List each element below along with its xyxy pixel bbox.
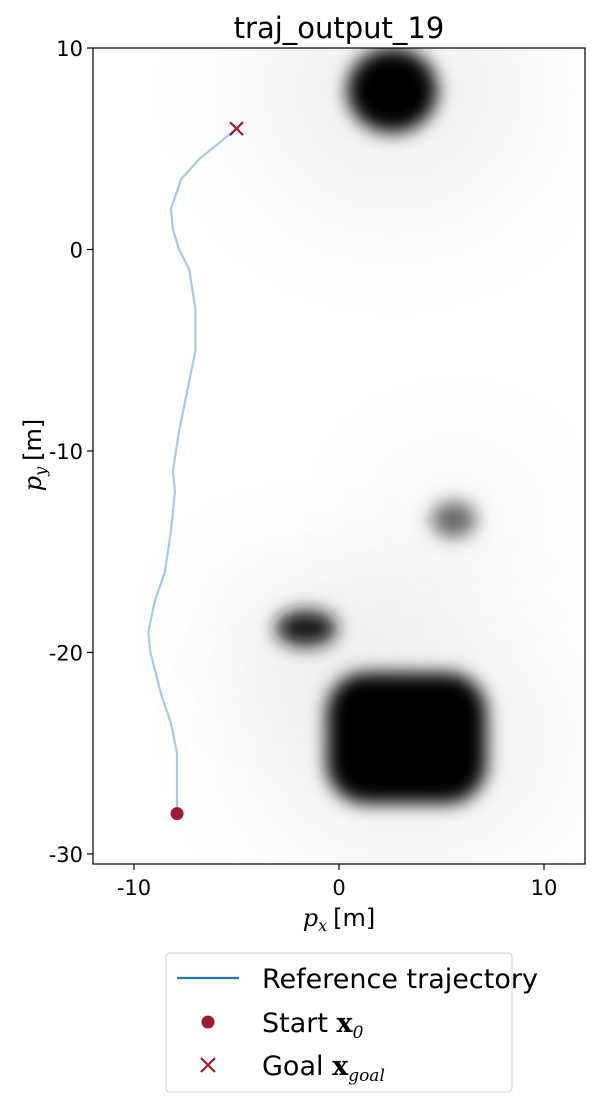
reference-trajectory-line [147,127,238,814]
x-tick-label: -10 [117,876,151,900]
obstacle [275,610,337,647]
x-tick-label: 0 [332,876,345,900]
obstacle-layer [275,48,487,804]
x-axis-label-sub: x [318,916,327,935]
legend-label: Reference trajectory [262,964,538,995]
y-axis-label-sub: y [31,466,50,477]
y-tick-label: -20 [49,641,83,665]
y-tick-label: -10 [49,440,83,464]
start-marker [170,807,184,821]
x-axis-label-var: p [303,904,318,932]
tick-layer: -10 0 10 10 0 -10 -20 -30 [49,37,558,900]
legend-frame [165,952,513,1093]
y-axis-label-unit: [m] [19,419,47,461]
plot-area [147,48,567,864]
obstacle [347,48,438,133]
goal-marker [229,121,244,136]
x-tick-label: 10 [531,876,558,900]
chart-title: traj_output_19 [234,11,445,45]
legend-cross-swatch [200,1057,216,1073]
legend-label: Start x0 [262,1008,364,1043]
legend-label: Goal xgoal [262,1051,385,1086]
x-axis-label: px [m] [303,904,376,935]
y-tick-label: 0 [70,238,83,262]
x-axis-label-unit: [m] [333,904,375,932]
obstacle-halo [248,48,537,226]
y-axis-label-var: p [19,476,47,491]
y-axis-label: py [m] [19,419,50,492]
y-tick-label: -30 [49,843,83,867]
series-layer [147,121,244,821]
obstacle [431,501,477,538]
legend: Reference trajectory Start x0 Goal xgoal [165,952,538,1093]
legend-dot-swatch [201,1015,215,1029]
y-tick-label: 10 [56,37,83,61]
obstacle [326,672,487,804]
